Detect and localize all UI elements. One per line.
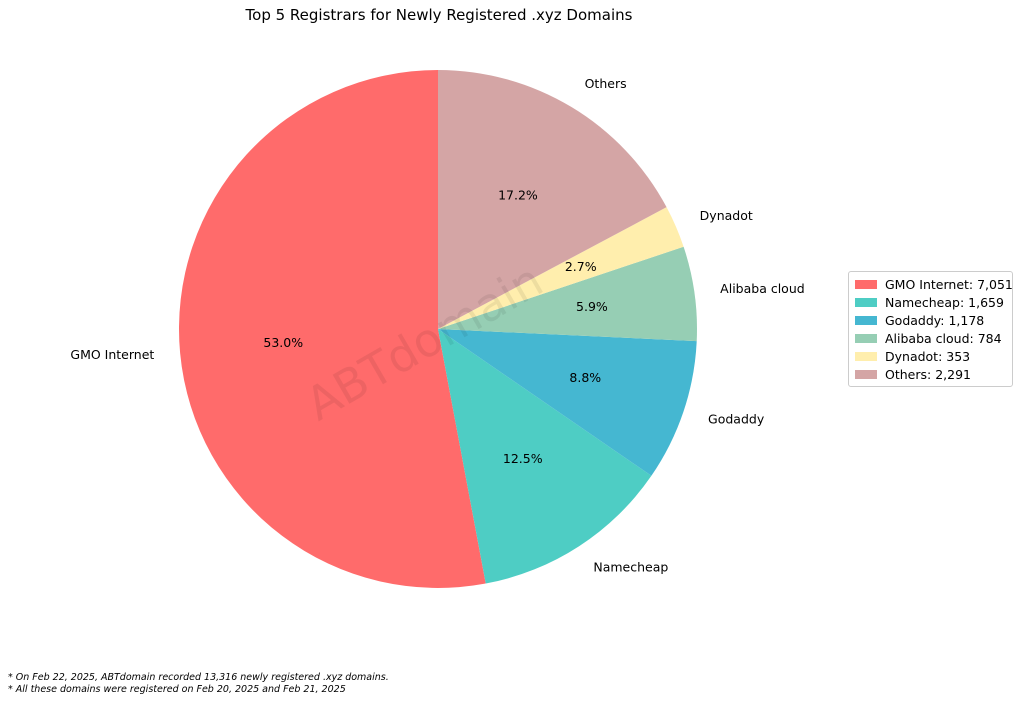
legend-swatch [855,315,877,325]
pie-slice-alibaba-cloud [438,246,697,342]
legend: GMO Internet: 7,051 Namecheap: 1,659 God… [848,271,1013,387]
category-labels: GMO Internet Namecheap Godaddy Alibaba clou… [70,76,804,574]
legend-swatch [855,351,877,361]
legend-item: Alibaba cloud: 784 [855,329,1006,347]
category-label: GMO Internet [70,347,154,362]
legend-item: Dynadot: 353 [855,347,1006,365]
legend-label: Godaddy: 1,178 [885,312,985,328]
legend-label: GMO Internet: 7,051 [885,276,1013,292]
legend-label: Namecheap: 1,659 [885,294,1004,310]
percent-label: 17.2% [498,187,538,202]
legend-item: Namecheap: 1,659 [855,293,1006,311]
pie-slice-godaddy [438,329,697,476]
category-label: Godaddy [708,411,765,426]
legend-label: Alibaba cloud: 784 [885,330,1002,346]
pie-slice-namecheap [438,329,652,584]
category-label: Namecheap [593,559,668,574]
legend-swatch [855,369,877,379]
chart-title: Top 5 Registrars for Newly Registered .x… [245,6,633,24]
percent-label: 2.7% [565,259,597,274]
pie-slice-dynadot [438,207,684,329]
legend-swatch [855,333,877,343]
legend-item: GMO Internet: 7,051 [855,275,1013,293]
percent-label: 12.5% [503,451,543,466]
legend-item: Others: 2,291 [855,365,1006,383]
category-label: Others [585,76,627,91]
percent-label: 5.9% [576,299,608,314]
percent-label: 8.8% [569,370,601,385]
category-label: Alibaba cloud [720,281,805,296]
category-label: Dynadot [700,208,753,223]
pie-slices [178,70,697,588]
percent-label: 53.0% [263,335,303,350]
percent-labels: 53.0% 12.5% 8.8% 5.9% 2.7% 17.2% [263,187,608,466]
legend-label: Others: 2,291 [885,366,971,382]
footnote: * All these domains were registered on F… [8,684,346,695]
pie-slice-gmo-internet [178,70,486,588]
legend-swatch [855,297,877,307]
legend-swatch [855,279,877,289]
legend-item: Godaddy: 1,178 [855,311,1006,329]
legend-label: Dynadot: 353 [885,348,971,364]
footnote: * On Feb 22, 2025, ABTdomain recorded 13… [8,672,389,683]
footnotes: * On Feb 22, 2025, ABTdomain recorded 13… [8,672,389,696]
pie-slice-others [438,70,667,329]
